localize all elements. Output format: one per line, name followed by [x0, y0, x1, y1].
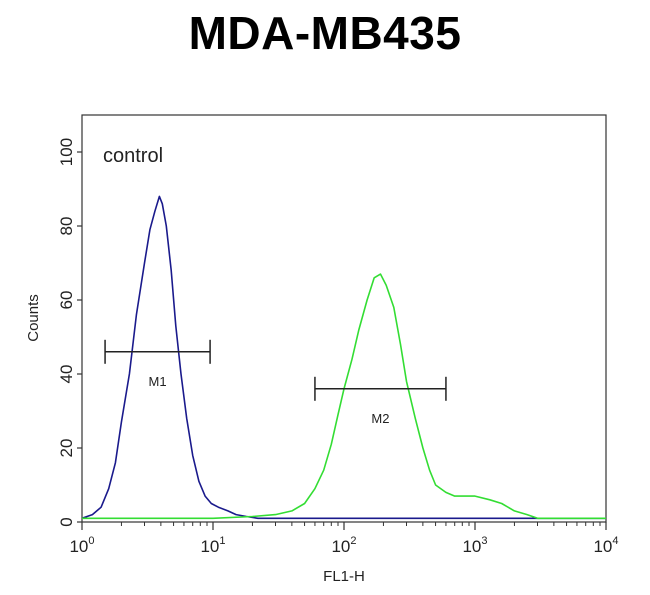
marker-label: M1 [149, 374, 167, 389]
series-line-2 [82, 273, 606, 520]
y-tick-label: 20 [57, 439, 76, 458]
marker-m1: M1 [104, 339, 211, 389]
series-line-1 [81, 195, 606, 520]
x-axis: 100 101 102 103 104 [69, 522, 619, 556]
x-tick-label: 102 [331, 535, 356, 556]
y-tick-label: 100 [57, 138, 76, 166]
y-tick-label: 0 [57, 517, 76, 526]
y-tick-label: 40 [57, 365, 76, 384]
x-tick-label: 104 [593, 535, 618, 556]
plot-frame [81, 114, 607, 523]
marker-label: M2 [371, 411, 389, 426]
x-axis-label: FL1-H [323, 568, 365, 585]
x-tick-label: 103 [462, 535, 487, 556]
x-tick-label: 101 [200, 535, 225, 556]
marker-m2: M2 [314, 376, 447, 426]
series-layer [81, 195, 606, 520]
marker-layer: M1 M2 [104, 339, 447, 426]
chart-title: MDA-MB435 [188, 7, 462, 59]
y-axis: 0 20 40 60 80 100 [57, 138, 82, 527]
control-annotation: control [103, 145, 163, 167]
y-tick-label: 60 [57, 291, 76, 310]
x-tick-label: 100 [69, 535, 94, 556]
y-tick-label: 80 [57, 217, 76, 236]
y-axis-label: Counts [25, 294, 42, 342]
